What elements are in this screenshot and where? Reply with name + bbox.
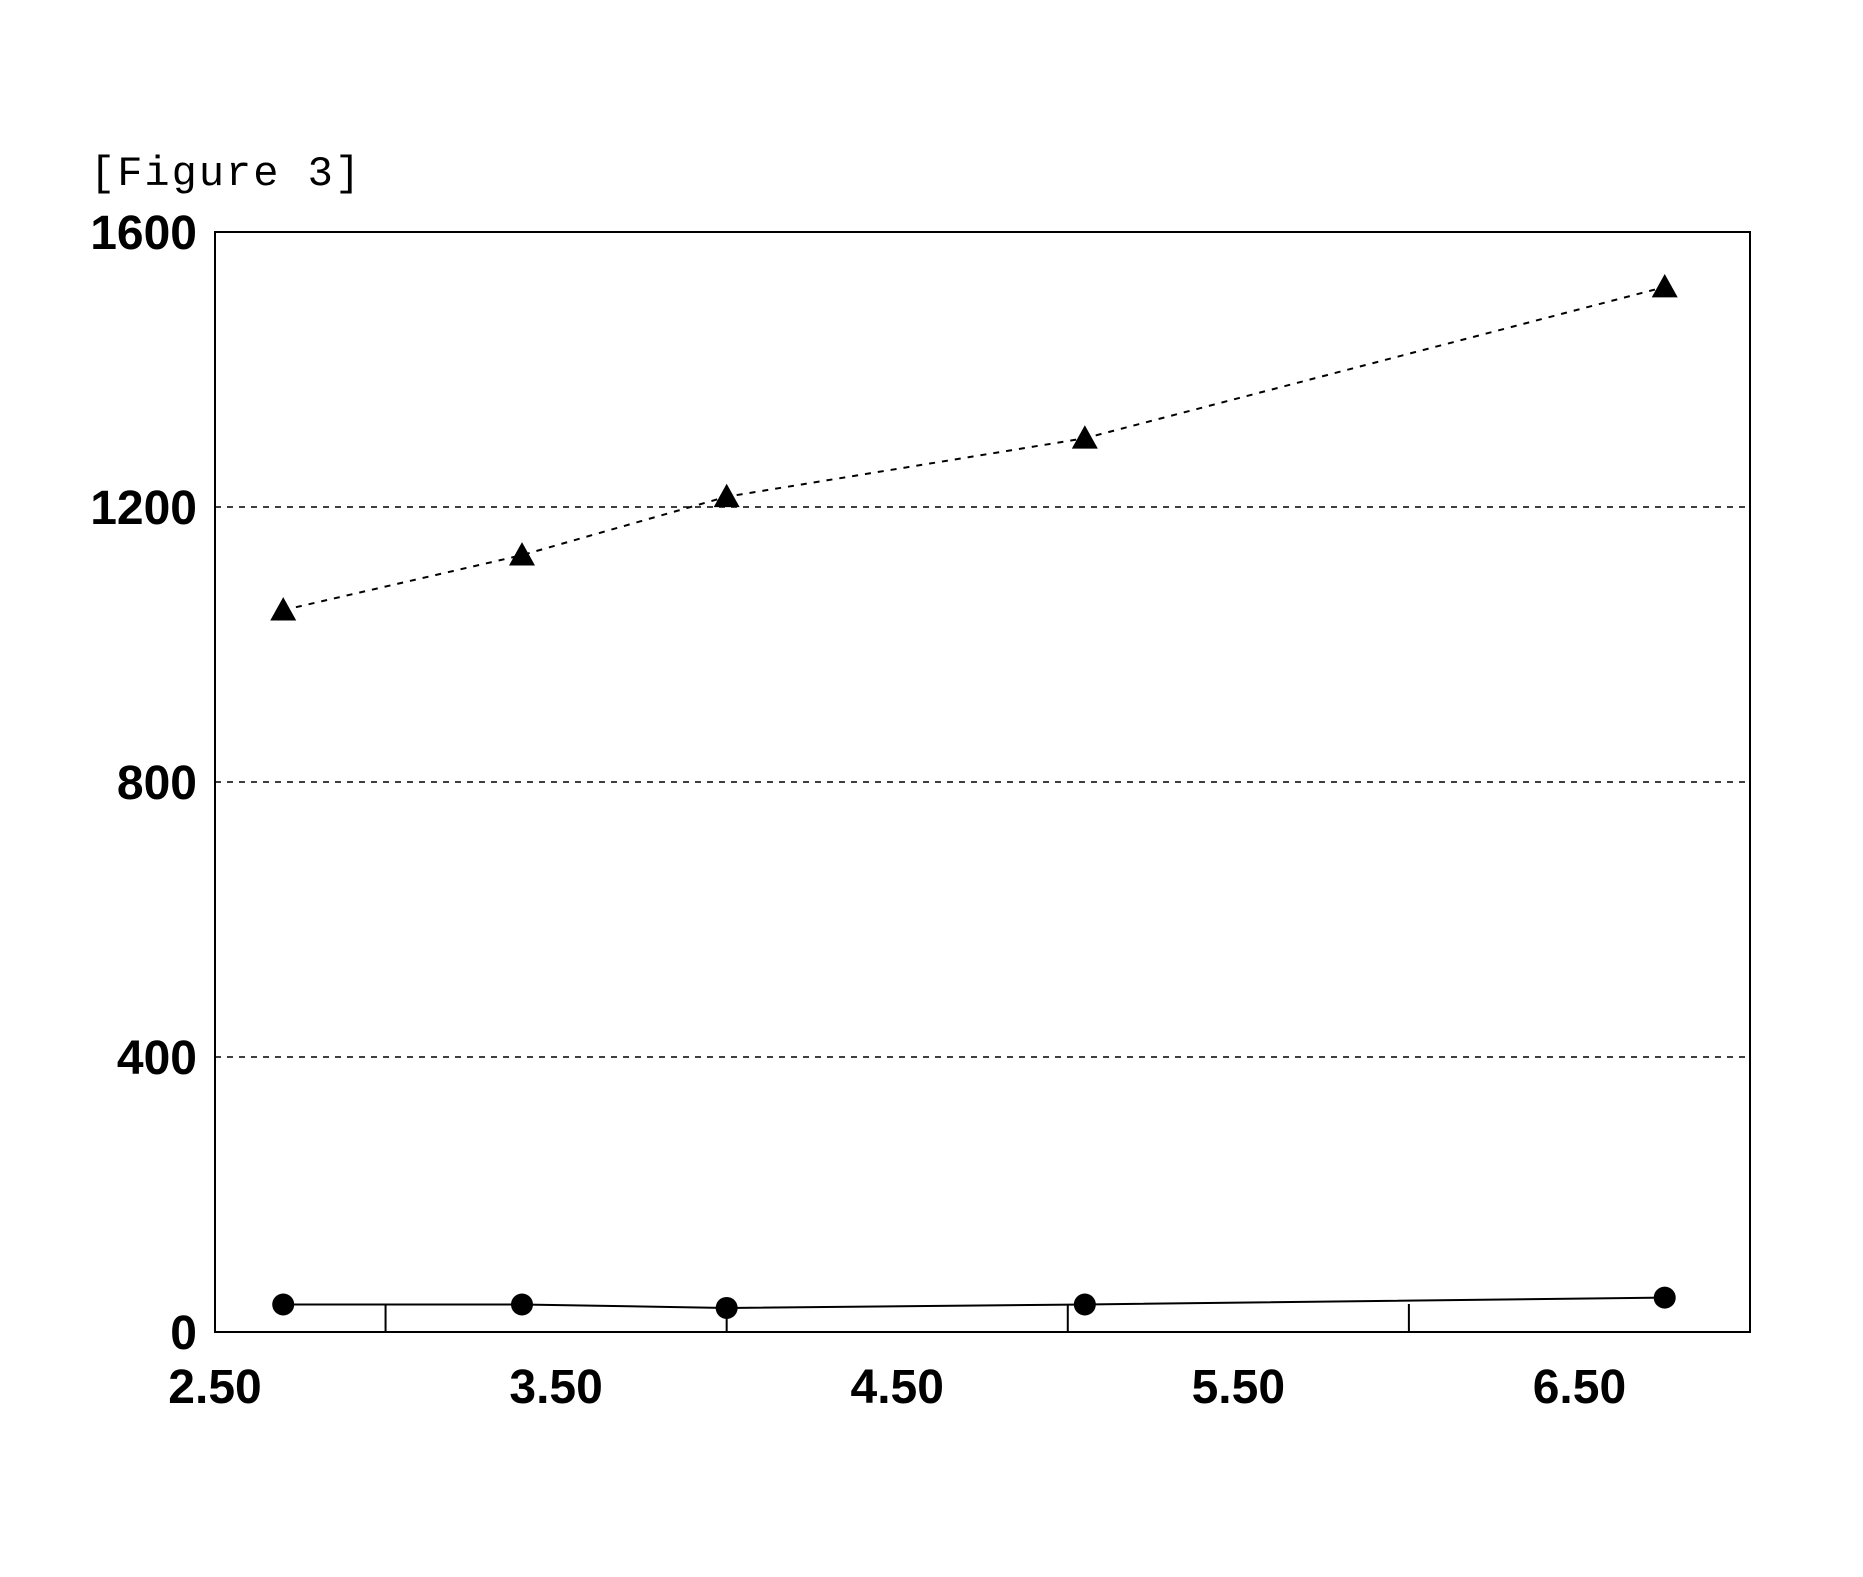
- y-tick-label: 400: [117, 1031, 197, 1086]
- x-tick-label: 4.50: [827, 1360, 967, 1415]
- y-tick-label: 0: [170, 1306, 197, 1361]
- x-tick-label: 3.50: [486, 1360, 626, 1415]
- y-tick-label: 1200: [90, 481, 197, 536]
- y-tick-label: 800: [117, 756, 197, 811]
- y-tick-label: 1600: [90, 206, 197, 261]
- x-tick-label: 5.50: [1168, 1360, 1308, 1415]
- page: [Figure 3] 0400800120016002.503.504.505.…: [0, 0, 1863, 1577]
- chart-plot: [0, 0, 1863, 1577]
- x-tick-label: 2.50: [145, 1360, 285, 1415]
- x-tick-label: 6.50: [1509, 1360, 1649, 1415]
